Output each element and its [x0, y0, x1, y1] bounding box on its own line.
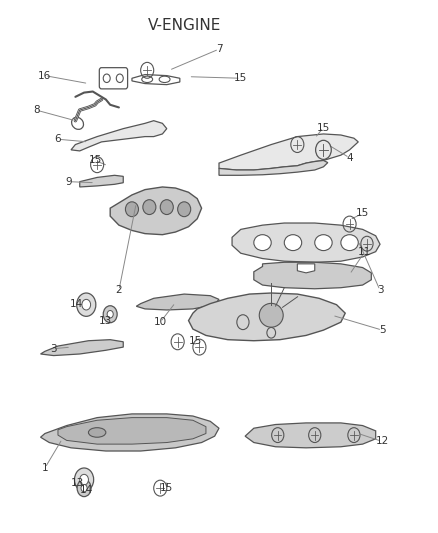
Text: 13: 13	[71, 478, 84, 488]
Ellipse shape	[125, 202, 138, 216]
Ellipse shape	[143, 200, 156, 215]
Circle shape	[82, 300, 91, 310]
Text: 15: 15	[234, 73, 247, 83]
Polygon shape	[41, 414, 219, 451]
Polygon shape	[80, 175, 123, 187]
Text: 12: 12	[375, 437, 389, 447]
Text: 2: 2	[116, 285, 122, 295]
Polygon shape	[71, 120, 167, 151]
Text: 15: 15	[160, 483, 173, 493]
Circle shape	[103, 306, 117, 322]
Text: 14: 14	[80, 485, 93, 495]
Polygon shape	[136, 294, 219, 310]
Text: 8: 8	[33, 105, 39, 115]
Text: 5: 5	[379, 325, 385, 335]
Ellipse shape	[315, 235, 332, 251]
Circle shape	[107, 311, 113, 318]
Text: 15: 15	[88, 156, 102, 165]
Text: 7: 7	[215, 44, 223, 54]
Ellipse shape	[284, 235, 302, 251]
Text: 13: 13	[99, 316, 112, 326]
Text: 11: 11	[358, 247, 371, 257]
Circle shape	[77, 293, 96, 317]
Circle shape	[81, 484, 87, 492]
Text: 15: 15	[188, 336, 201, 346]
Ellipse shape	[341, 235, 358, 251]
Polygon shape	[58, 418, 206, 444]
Text: 16: 16	[38, 70, 52, 80]
Circle shape	[77, 480, 91, 497]
Polygon shape	[219, 134, 358, 170]
Circle shape	[80, 474, 88, 485]
Text: 3: 3	[50, 344, 57, 354]
Polygon shape	[254, 262, 371, 289]
Polygon shape	[232, 223, 380, 262]
Ellipse shape	[178, 202, 191, 216]
Text: 3: 3	[377, 285, 383, 295]
Ellipse shape	[259, 303, 283, 327]
Polygon shape	[245, 423, 376, 448]
Polygon shape	[110, 187, 201, 235]
Text: 15: 15	[356, 208, 369, 219]
Ellipse shape	[160, 200, 173, 215]
Text: 9: 9	[66, 176, 72, 187]
Polygon shape	[41, 340, 123, 356]
Polygon shape	[188, 293, 345, 341]
Circle shape	[74, 468, 94, 491]
Text: 4: 4	[346, 153, 353, 163]
Text: V-ENGINE: V-ENGINE	[148, 18, 221, 33]
Ellipse shape	[88, 427, 106, 437]
Text: 10: 10	[154, 317, 167, 327]
Text: 14: 14	[70, 298, 83, 309]
Polygon shape	[297, 264, 315, 273]
Text: 15: 15	[317, 123, 330, 133]
Polygon shape	[219, 160, 328, 175]
Text: 6: 6	[55, 134, 61, 144]
Text: 1: 1	[42, 463, 48, 473]
Ellipse shape	[254, 235, 271, 251]
